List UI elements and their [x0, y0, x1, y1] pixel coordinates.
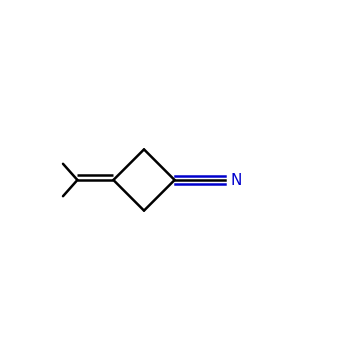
Text: N: N [230, 172, 242, 188]
